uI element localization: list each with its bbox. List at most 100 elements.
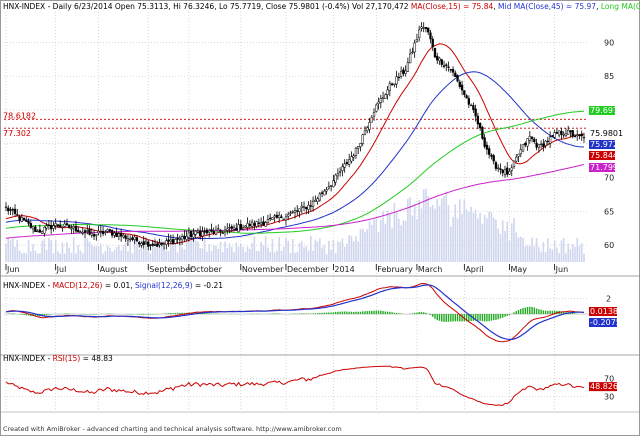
candle-body: [246, 223, 249, 228]
pane-title-part: RSI(15): [53, 354, 81, 363]
value-label: 0.01389: [590, 307, 623, 316]
candle-body: [83, 230, 87, 233]
candle-body: [429, 32, 432, 40]
candle-body: [345, 162, 349, 165]
candle-body: [9, 209, 12, 211]
candle-body: [117, 233, 121, 237]
candle-body: [329, 185, 333, 187]
candle-body: [36, 230, 39, 233]
candle-body: [497, 167, 500, 169]
candle-body: [494, 162, 498, 169]
candle-body: [386, 89, 389, 95]
candle-body: [339, 171, 342, 173]
candle-body: [56, 224, 60, 227]
price-axis-tick: 85: [604, 72, 614, 81]
candle-body: [442, 65, 446, 67]
candle-body: [149, 244, 152, 246]
candle-body: [244, 225, 247, 228]
candle-body: [34, 226, 37, 233]
candle-body: [305, 207, 308, 210]
candle-body: [282, 218, 285, 221]
candle-body: [390, 83, 394, 86]
pane-title-part: ,: [493, 2, 498, 11]
candle-body: [474, 108, 477, 117]
pane-title-part: HNX-INDEX -: [3, 281, 53, 290]
pane-title-part: Long MA(Close,100) = 79.70: [601, 2, 640, 11]
candle-body: [427, 27, 430, 33]
pane-title: HNX-INDEX - Daily 6/23/2014 Open 75.3113…: [3, 2, 640, 11]
candle-body: [88, 229, 91, 235]
candle-body: [411, 51, 414, 54]
candle-body: [27, 220, 30, 224]
candle-body: [537, 144, 540, 148]
candle-body: [571, 130, 574, 137]
candle-body: [43, 227, 46, 234]
candle-body: [248, 223, 251, 227]
candle-body: [379, 98, 382, 103]
candle-body: [176, 237, 179, 240]
candle-body: [499, 168, 502, 171]
candle-body: [38, 229, 42, 233]
candle-body: [115, 232, 118, 238]
candle-body: [142, 241, 145, 245]
candle-body: [187, 232, 191, 238]
candle-body: [406, 62, 410, 72]
candle-body: [399, 71, 403, 77]
candle-body: [61, 226, 64, 228]
value-label: 48.8261: [590, 382, 623, 391]
pane-title: HNX-INDEX - MACD(12,26) = 0.01, Signal(1…: [3, 281, 223, 290]
candle-body: [524, 142, 527, 146]
candle-body: [144, 241, 148, 244]
candle-body: [210, 229, 213, 232]
candle-body: [289, 212, 292, 214]
value-label-box: [589, 382, 617, 392]
candle-body: [476, 115, 480, 125]
candle-body: [467, 98, 471, 105]
candle-body: [354, 147, 358, 156]
candle-body: [372, 112, 376, 117]
candle-body: [189, 230, 193, 238]
candle-body: [138, 242, 141, 245]
candle-body: [458, 81, 461, 87]
candle-body: [253, 223, 256, 226]
candle-body: [239, 224, 242, 230]
candle-body: [92, 234, 96, 237]
candle-body: [86, 230, 89, 232]
candle-body: [266, 219, 270, 223]
pane-title-part: HNX-INDEX - Daily 6/23/2014 Open 75.3113…: [3, 2, 411, 11]
candle-body: [59, 224, 62, 228]
value-label-box: [589, 318, 617, 327]
candle-body: [336, 173, 340, 177]
candle-body: [133, 236, 136, 240]
candle-body: [169, 239, 172, 243]
rsi-axis-tick: 30: [604, 392, 614, 401]
candle-body: [257, 222, 261, 224]
candle-body: [63, 223, 66, 227]
month-label: October: [190, 265, 223, 274]
candle-body: [393, 83, 396, 86]
candle-body: [436, 55, 439, 61]
candle-body: [287, 214, 290, 217]
candle-body: [162, 243, 166, 245]
candle-body: [90, 233, 93, 236]
candle-body: [420, 26, 423, 29]
value-label-box: [589, 106, 615, 115]
candle-body: [408, 53, 412, 64]
candle-body: [368, 122, 371, 130]
candle-body: [580, 133, 583, 137]
pane-title-part: MACD(12,26): [53, 281, 103, 290]
candle-body: [402, 69, 405, 74]
candle-body: [284, 216, 288, 221]
candle-body: [366, 127, 369, 132]
candle-body: [230, 226, 233, 229]
pane-title-part: = 0.01,: [102, 281, 135, 290]
candle-body: [199, 230, 202, 237]
candle-body: [413, 42, 416, 53]
candle-body: [171, 239, 175, 244]
candle-body: [129, 238, 132, 241]
candle-body: [357, 146, 360, 149]
candle-body: [528, 136, 531, 141]
candle-body: [424, 27, 428, 29]
candle-body: [72, 226, 75, 229]
